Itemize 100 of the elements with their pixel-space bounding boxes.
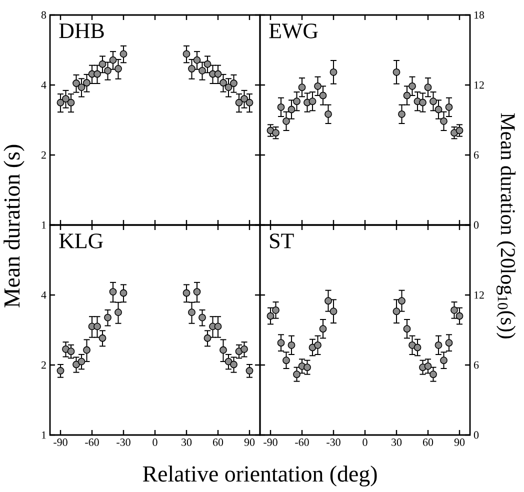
chart-title: DHB [59, 24, 104, 38]
point [403, 92, 411, 100]
point [392, 68, 400, 76]
point [83, 346, 90, 354]
y-tick-label: 12 [474, 81, 484, 89]
point [430, 370, 437, 378]
point [450, 306, 458, 314]
x-tick-label: 90 [244, 438, 255, 446]
y-tick-label: 8 [41, 11, 46, 19]
point [104, 314, 112, 322]
chart-title: ST [270, 234, 294, 248]
point [319, 92, 327, 100]
point [94, 322, 101, 330]
x-tick-label: -60 [85, 438, 99, 446]
point [104, 66, 112, 74]
point [324, 297, 332, 305]
point [114, 308, 122, 316]
x-tick-label: -90 [264, 438, 278, 446]
point [445, 103, 453, 111]
point [204, 334, 212, 342]
y-tick-label: 2 [41, 151, 46, 159]
point [214, 322, 222, 330]
point [288, 106, 296, 114]
point [98, 60, 106, 68]
point [403, 325, 411, 333]
point [324, 110, 332, 118]
y-tick-label: 4 [41, 291, 46, 299]
point [193, 56, 201, 64]
point [98, 334, 106, 342]
y-tick-label: 2 [41, 361, 46, 369]
point [246, 367, 254, 374]
point [440, 356, 448, 364]
point [414, 344, 422, 352]
point [182, 50, 190, 58]
point [408, 82, 416, 90]
chart-title: KLG [59, 234, 103, 248]
point [314, 341, 322, 349]
point [293, 370, 300, 378]
x-tick-label: -30 [116, 438, 130, 446]
point [277, 103, 285, 111]
y-tick-label: 6 [474, 361, 479, 369]
point [304, 364, 311, 372]
x-tick-label: 60 [422, 438, 434, 446]
point [398, 297, 406, 305]
point [193, 288, 201, 296]
point [456, 312, 464, 320]
y-tick-label: 0 [474, 221, 479, 229]
point [198, 66, 206, 74]
y-axis-title: Mean duration (s) [4, 144, 24, 308]
y-tick-label: 18 [474, 11, 484, 19]
point [445, 339, 453, 347]
point [440, 117, 448, 125]
x-tick-label: 30 [392, 438, 402, 446]
point [293, 98, 300, 106]
x-tick-label: -30 [326, 438, 340, 446]
point [424, 362, 432, 370]
point [188, 308, 196, 316]
y-tick-label: 1 [42, 431, 46, 439]
point [298, 84, 306, 92]
point [272, 306, 280, 314]
point [419, 98, 426, 106]
point [434, 341, 442, 349]
point [109, 288, 117, 296]
point [319, 325, 327, 333]
y-axis-title: Mean duration (20log$_{10}$(s)) [496, 113, 516, 338]
x-axis-title: Relative orientation (deg) [142, 466, 377, 486]
point [94, 70, 101, 78]
point [308, 98, 316, 106]
x-tick-label: 0 [152, 438, 158, 446]
point [198, 314, 206, 322]
point [288, 341, 296, 349]
point [109, 56, 117, 64]
point [314, 82, 322, 90]
point [282, 356, 290, 364]
y-tick-label: 1 [42, 221, 46, 229]
x-tick-label: 90 [454, 438, 465, 446]
y-tick-label: 4 [41, 81, 46, 89]
point [266, 312, 274, 320]
y-tick-label: 0 [474, 431, 479, 439]
x-tick-label: 60 [212, 438, 224, 446]
y-tick-label: 12 [474, 291, 484, 299]
y-tick-label: 6 [474, 151, 479, 159]
point [424, 84, 432, 92]
point [120, 289, 128, 297]
point [182, 289, 190, 297]
x-tick-label: 0 [362, 438, 368, 446]
x-tick-label: 30 [182, 438, 192, 446]
point [330, 308, 338, 316]
point [392, 308, 400, 316]
point [114, 65, 122, 72]
chart-title: EWG [269, 24, 318, 38]
point [430, 98, 437, 106]
point [188, 65, 196, 72]
point [120, 50, 128, 58]
point [330, 68, 338, 76]
point [56, 367, 64, 374]
point [214, 70, 222, 78]
point [204, 60, 212, 68]
x-tick-label: -60 [295, 438, 309, 446]
point [398, 110, 406, 118]
